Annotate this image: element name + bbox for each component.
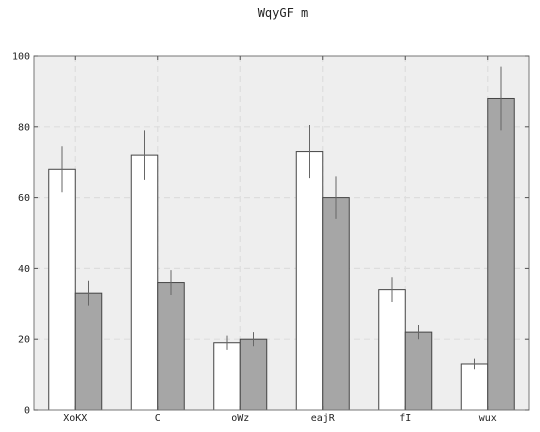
y-tick-label: 0 xyxy=(24,406,30,417)
bar-C-series-1 xyxy=(130,154,159,411)
x-tick-label-XoKX: XoKX xyxy=(63,413,87,424)
y-tick-label: 40 xyxy=(18,264,30,275)
bar-XoKX-series-2 xyxy=(74,292,103,411)
x-tick-label-C: C xyxy=(155,413,161,424)
x-tick-label-eajR: eajR xyxy=(311,413,336,424)
y-tick-label: 60 xyxy=(18,193,30,204)
y-tick-label: 80 xyxy=(18,122,30,133)
x-tick-label-fI: fI xyxy=(399,413,411,424)
bar-C-series-2 xyxy=(157,282,185,411)
x-tick-label-wux: wux xyxy=(479,413,497,424)
bar-fI-series-2 xyxy=(404,331,433,411)
plot-frame xyxy=(33,55,530,411)
bar-eajR-series-1 xyxy=(295,151,324,411)
chart-title: WqyGF m xyxy=(258,6,309,20)
bar-oWz-series-2 xyxy=(239,338,268,411)
y-tick-label: 20 xyxy=(18,335,30,346)
y-tick-label: 100 xyxy=(12,52,30,63)
plot-area xyxy=(34,56,529,410)
x-tick-label-oWz: oWz xyxy=(231,413,249,424)
bars xyxy=(48,66,515,411)
bar-fI-series-1 xyxy=(378,289,406,411)
bar-XoKX-series-1 xyxy=(48,168,76,411)
bar-oWz-series-1 xyxy=(213,342,241,411)
bar-eajR-series-2 xyxy=(322,197,350,411)
bar-wux-series-1 xyxy=(460,363,489,411)
bar-wux-series-2 xyxy=(487,97,515,411)
